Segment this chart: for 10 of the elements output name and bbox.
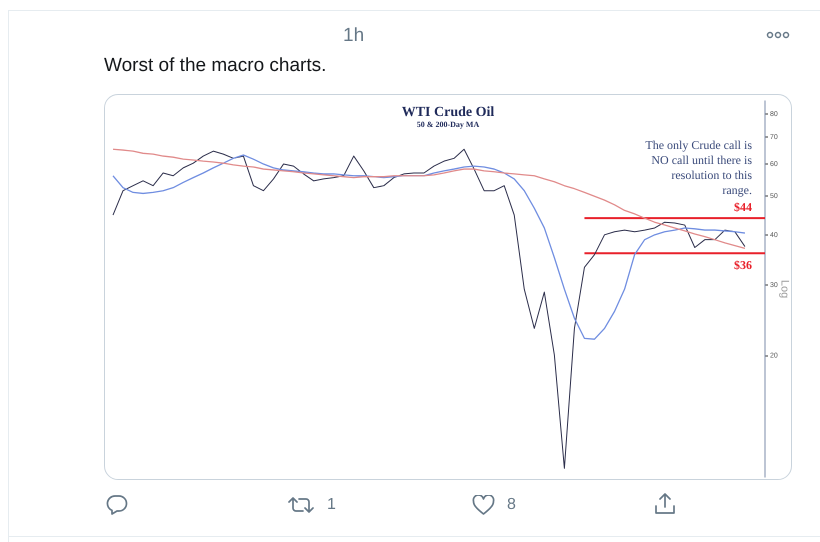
annotation: The only Crude call is NO call until there is resolution to this range. bbox=[645, 138, 752, 197]
chart-title: WTI Crude Oil bbox=[402, 105, 494, 120]
annotation: $36 bbox=[734, 258, 752, 272]
annotation: $44 bbox=[734, 200, 752, 214]
text: 1 bbox=[327, 496, 336, 514]
text: 8 bbox=[507, 496, 516, 514]
text: Worst of the macro charts. bbox=[104, 55, 326, 77]
text: 1h bbox=[343, 25, 364, 47]
y-axis-title: Log bbox=[778, 280, 790, 298]
text: 50 & 200-Day MA bbox=[416, 120, 480, 129]
